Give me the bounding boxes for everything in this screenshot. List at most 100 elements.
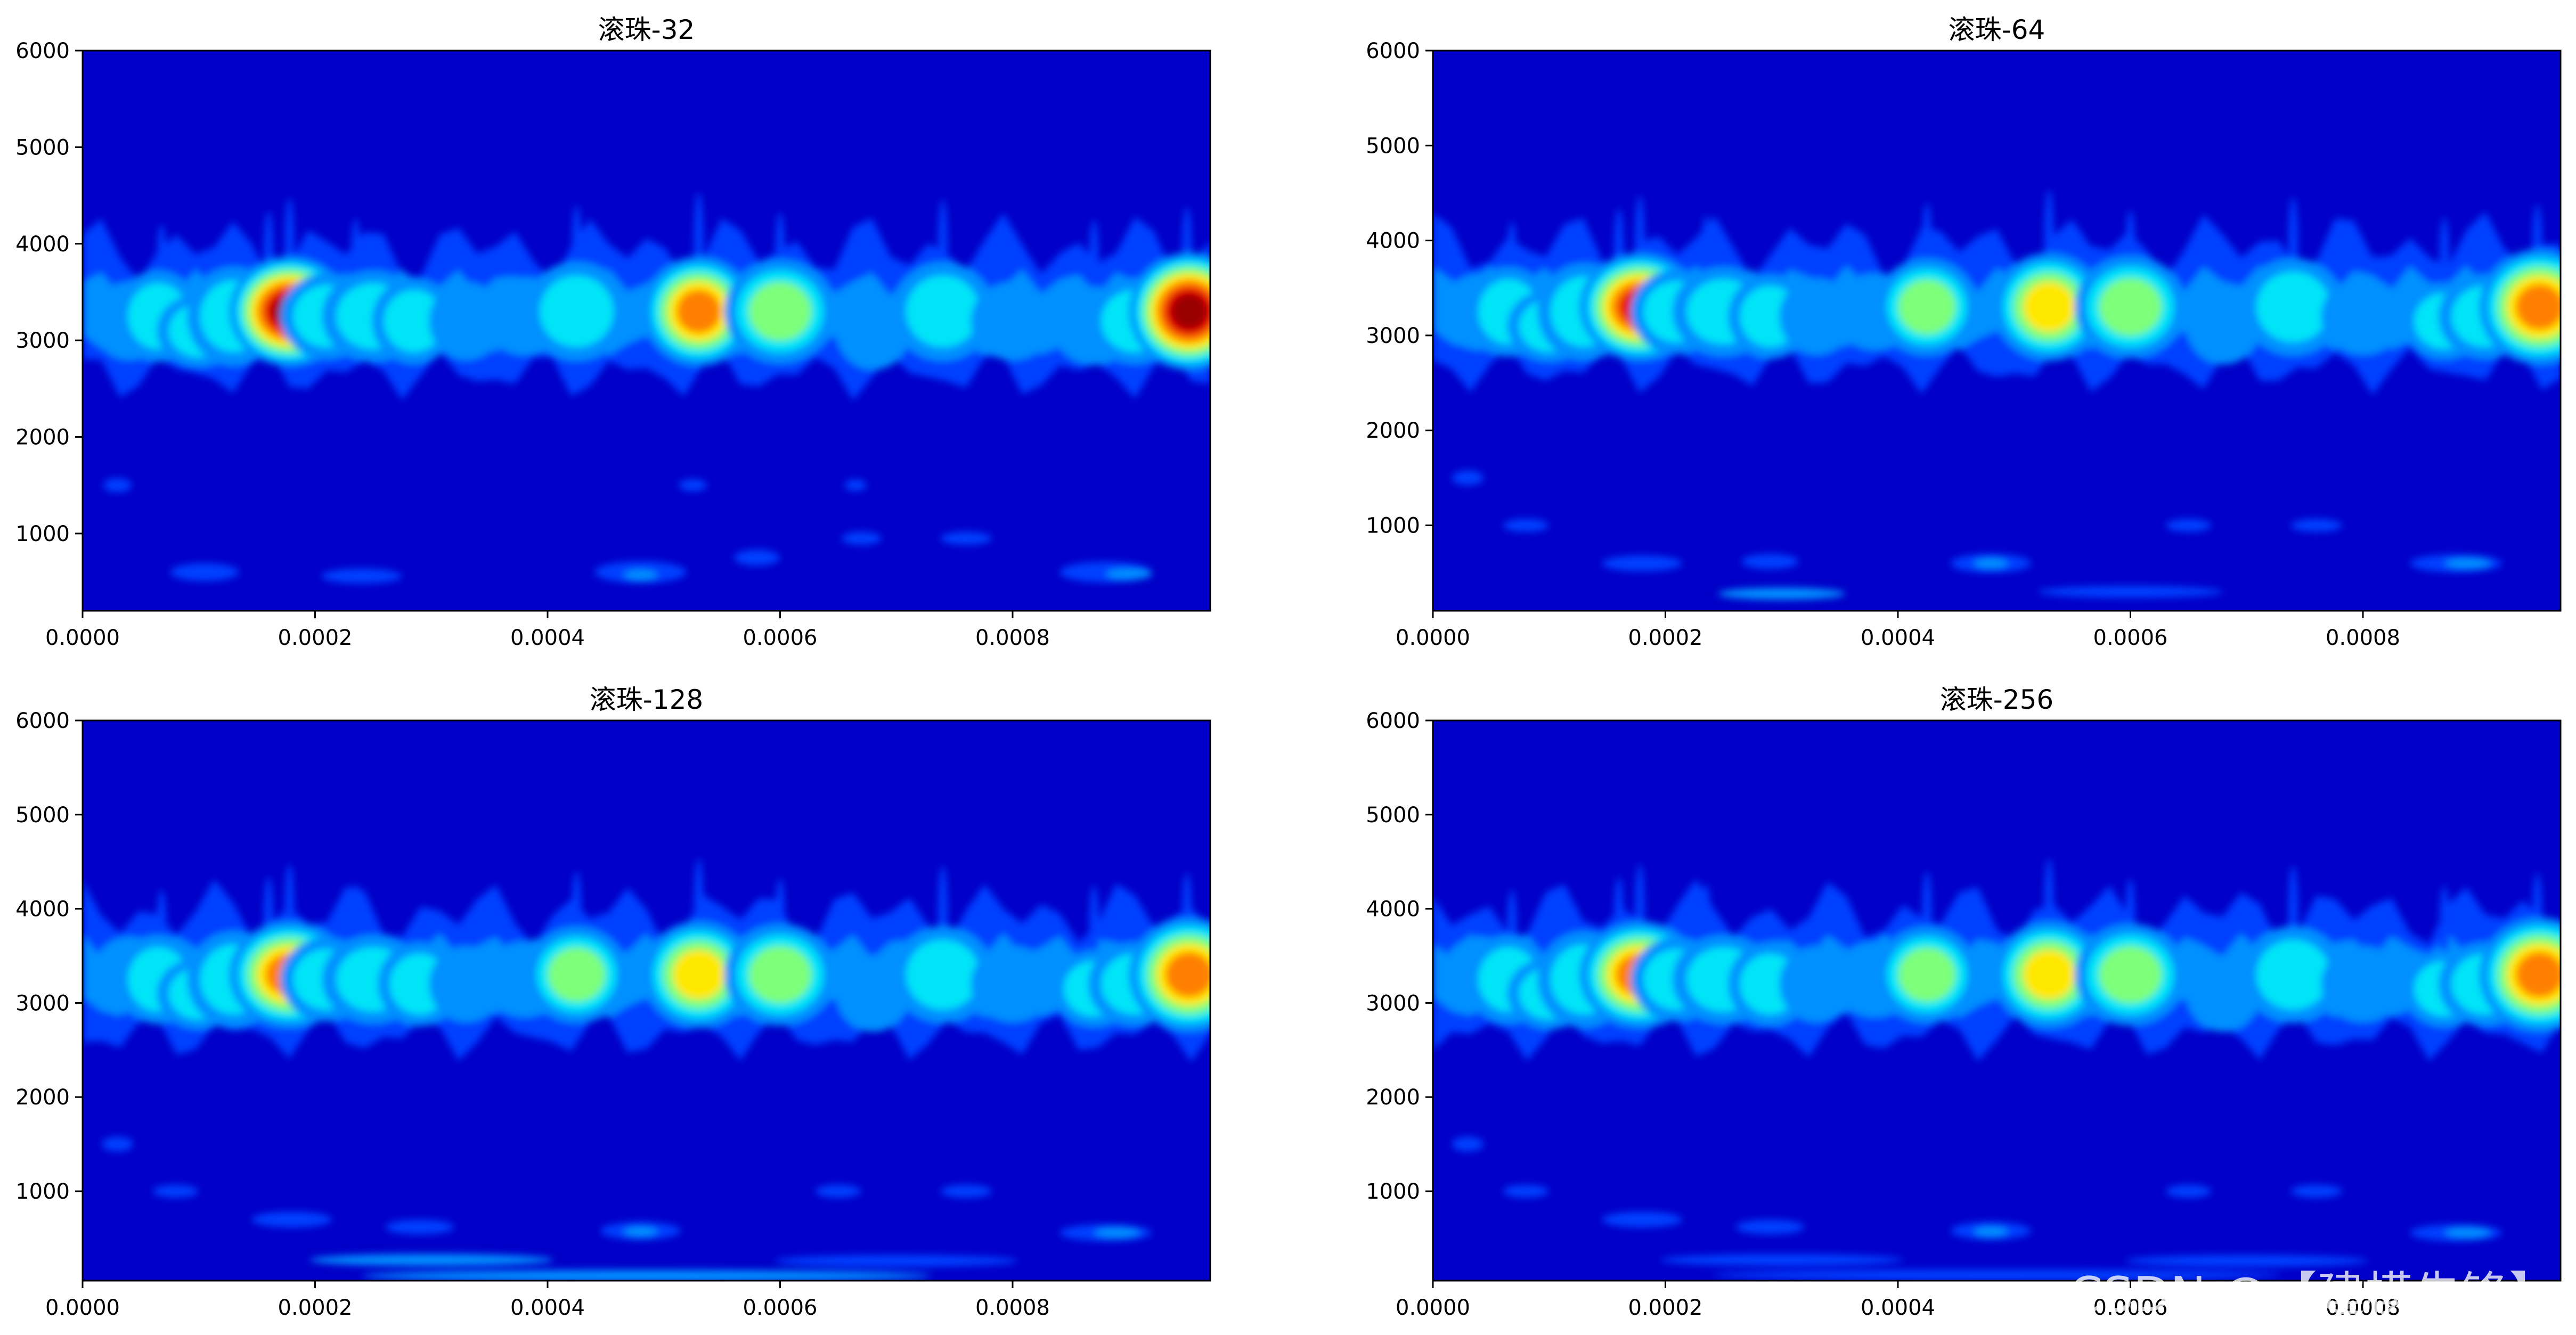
y-tick-label: 3000 [15,329,70,353]
x-tick-label: 0.0004 [1861,626,1935,650]
hotspot-level-4 [548,947,606,1002]
hotspot-level-8 [1171,293,1208,330]
hotspot-level-5 [2023,949,2075,1000]
low-frequency-band [321,568,402,584]
low-frequency-band [2290,1184,2342,1198]
low-frequency-band [1735,1219,1805,1235]
heatmap-plot-area [83,720,1210,1281]
x-tick-label: 0.0000 [45,626,120,650]
y-tick-label: 5000 [15,803,70,828]
axes-frame [1432,50,2562,612]
low-frequency-band [1974,558,2008,569]
y-tick-label: 1000 [1366,514,1420,538]
low-frequency-band [103,478,132,493]
low-frequency-band [251,1211,332,1227]
hotspot-level-2 [836,955,910,1032]
y-tick-label: 4000 [1366,897,1420,922]
hotspot-level-2 [2321,278,2405,355]
y-tick-label: 6000 [1366,709,1420,733]
hotspot-level-3 [2256,939,2330,1010]
low-frequency-band [1974,1226,2008,1237]
axes-frame [81,719,1211,1282]
hotspot-level-3 [540,275,614,347]
hotspot-level-4 [748,946,812,1004]
chart-title: 滚珠-256 [1940,684,2053,715]
watermark: CSDN @【建模先锋】 [2069,1267,2557,1323]
low-frequency-band [1602,1211,1683,1227]
low-frequency-band [170,563,239,581]
x-tick-label: 0.0008 [2326,626,2400,650]
y-tick-label: 2000 [1366,419,1420,443]
hotspot-level-6 [676,290,721,333]
low-frequency-band [623,1226,658,1237]
axes-frame [81,50,1211,612]
x-tick-label: 0.0002 [1628,626,1703,650]
low-frequency-band [101,1136,134,1152]
y-tick-label: 4000 [1366,229,1420,253]
low-frequency-band [775,1255,1018,1267]
x-tick-label: 0.0004 [1861,1296,1935,1320]
x-tick-label: 0.0002 [278,1296,353,1320]
low-frequency-band [623,570,658,580]
chart-title: 滚珠-32 [598,14,695,45]
hotspot-level-3 [2256,272,2330,342]
hotspot-level-4 [1898,947,1956,1002]
x-tick-label: 0.0008 [975,1296,1050,1320]
hotspot-level-6 [2516,284,2561,330]
low-frequency-band [1660,1254,1903,1266]
low-frequency-band [679,479,707,492]
low-frequency-band [2165,1184,2212,1198]
x-tick-label: 0.0006 [743,626,818,650]
low-frequency-band [2165,519,2212,532]
chart-title: 滚珠-128 [590,684,703,715]
hotspot-level-2 [2321,946,2405,1022]
low-frequency-band [734,550,780,566]
chart-panel-4: 滚珠-256 0.0000 0.0002 0.0004 0.0006 0.0008 1000… [1366,684,2562,1320]
x-tick-label: 0.0004 [510,1296,585,1320]
x-tick-label: 0.0002 [1628,1296,1703,1320]
x-tick-label: 0.0006 [2093,1296,2168,1320]
low-frequency-band [940,531,992,545]
x-tick-label: 0.0008 [975,626,1050,650]
hotspot-level-3 [906,275,980,347]
hotspot-level-4 [2099,278,2162,336]
heatmap-plot-area [83,51,1210,611]
y-tick-label: 2000 [1366,1085,1420,1110]
heatmap-plot-area [1433,720,2561,1281]
y-tick-label: 2000 [15,425,70,450]
low-frequency-band [309,1254,553,1266]
y-tick-label: 1000 [15,522,70,546]
x-tick-label: 0.0008 [2326,1296,2400,1320]
hotspot-level-3 [384,290,444,353]
x-tick-label: 0.0004 [510,626,585,650]
chart-panel-2: 滚珠-64 0.0000 0.0002 0.0004 0.0006 0.0008 1000 2… [1366,14,2562,650]
hotspot-level-4 [748,282,812,341]
chart-panel-1: 滚珠-32 0.0000 0.0002 0.0004 0.0006 0.0008 1000 2… [15,14,1211,650]
low-frequency-band [1718,587,1845,600]
spike-mark [2439,886,2449,965]
chart-title: 滚珠-64 [1949,14,2045,45]
hotspot-level-4 [2099,946,2162,1004]
y-tick-label: 6000 [15,39,70,63]
low-frequency-band [362,1270,931,1281]
low-frequency-band [841,531,882,545]
y-tick-label: 4000 [15,232,70,257]
low-frequency-band [1094,1227,1140,1238]
hotspot-level-4 [1898,279,1956,335]
chart-panel-3: 滚珠-128 0.0000 0.0002 0.0004 0.0006 0.0008 1000… [15,684,1211,1320]
hotspot-level-5 [673,949,725,1000]
y-tick-label: 1000 [15,1180,70,1204]
low-frequency-band [1741,554,1799,569]
x-tick-label: 0.0006 [743,1296,818,1320]
x-tick-label: 0.0000 [1396,1296,1470,1320]
low-frequency-band [1106,568,1152,580]
low-frequency-band [2290,519,2342,532]
y-tick-label: 5000 [1366,134,1420,158]
spike-mark [2439,217,2449,298]
hotspot-level-2 [2186,955,2261,1032]
x-tick-label: 0.0002 [278,626,353,650]
y-tick-label: 6000 [15,709,70,733]
low-frequency-band [2444,1227,2491,1238]
y-tick-label: 6000 [1366,39,1420,63]
hotspot-level-5 [2023,282,2075,332]
